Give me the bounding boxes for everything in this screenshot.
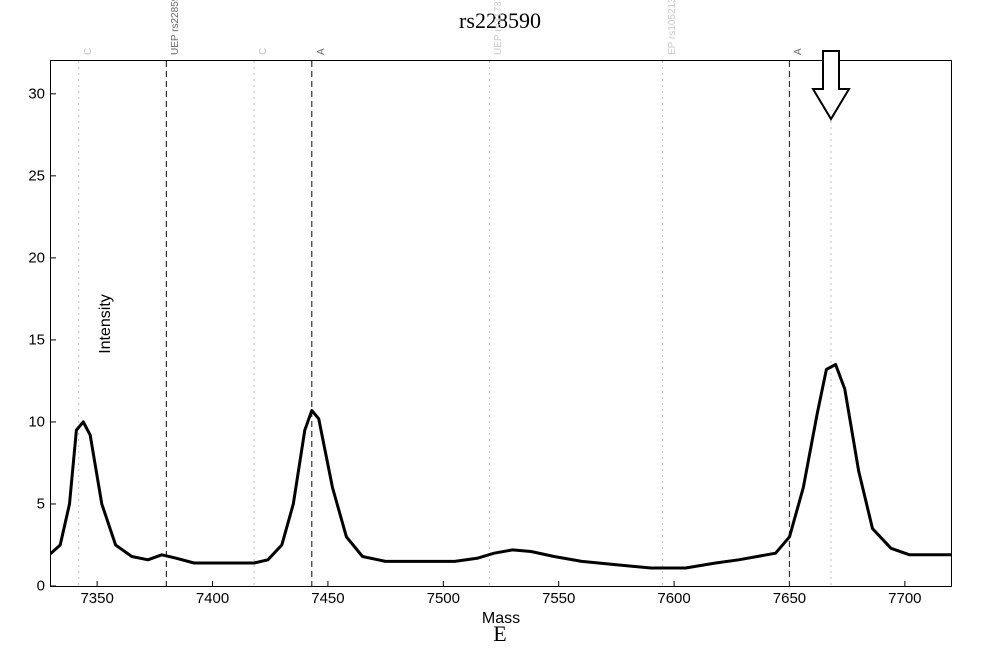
y-tick-label: 25 <box>28 167 45 184</box>
marker-label: C <box>258 48 269 55</box>
x-tick-label: 7400 <box>196 590 229 607</box>
x-tick-label: 7500 <box>427 590 460 607</box>
x-tick-label: 7350 <box>80 590 113 607</box>
marker-label: UEP rs228590 <box>170 0 181 55</box>
y-tick-label: 20 <box>28 249 45 266</box>
y-axis-label: Intensity <box>97 294 115 354</box>
marker-label: A <box>793 48 804 55</box>
mass-spectrum-chart <box>51 61 951 586</box>
marker-label: UEP rs3173798 <box>493 0 504 55</box>
chart-plot-area: Intensity Mass 0510152025307350740074507… <box>50 60 952 587</box>
y-tick-label: 15 <box>28 331 45 348</box>
y-tick-label: 0 <box>37 578 45 595</box>
x-tick-label: 7550 <box>542 590 575 607</box>
figure-container: rs228590 Intensity Mass 0510152025307350… <box>0 0 1000 651</box>
y-tick-label: 5 <box>37 495 45 512</box>
marker-label: A <box>316 48 327 55</box>
y-tick-label: 10 <box>28 413 45 430</box>
x-tick-label: 7600 <box>657 590 690 607</box>
marker-label: C <box>83 48 94 55</box>
panel-label: E <box>493 621 506 647</box>
marker-label: EP rs1052133 <box>667 0 678 55</box>
highlight-arrow-icon <box>811 49 851 121</box>
x-tick-label: 7450 <box>311 590 344 607</box>
x-tick-label: 7700 <box>888 590 921 607</box>
y-tick-label: 30 <box>28 85 45 102</box>
x-tick-label: 7650 <box>773 590 806 607</box>
